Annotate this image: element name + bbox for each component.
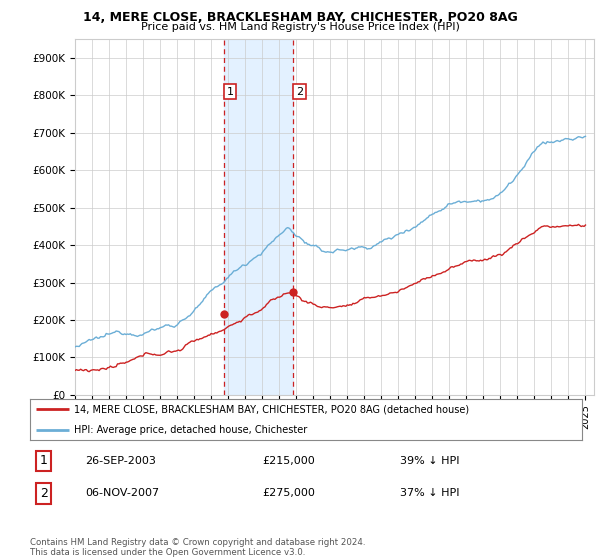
Text: 14, MERE CLOSE, BRACKLESHAM BAY, CHICHESTER, PO20 8AG (detached house): 14, MERE CLOSE, BRACKLESHAM BAY, CHICHES… <box>74 404 469 414</box>
Bar <box>224 39 293 395</box>
Text: Contains HM Land Registry data © Crown copyright and database right 2024.
This d: Contains HM Land Registry data © Crown c… <box>30 538 365 557</box>
Text: 2: 2 <box>40 487 48 500</box>
Text: 26-SEP-2003: 26-SEP-2003 <box>85 456 156 466</box>
Text: 06-NOV-2007: 06-NOV-2007 <box>85 488 160 498</box>
Text: Price paid vs. HM Land Registry's House Price Index (HPI): Price paid vs. HM Land Registry's House … <box>140 22 460 32</box>
Text: 2: 2 <box>296 87 303 97</box>
Text: 39% ↓ HPI: 39% ↓ HPI <box>400 456 460 466</box>
Text: £215,000: £215,000 <box>262 456 314 466</box>
Text: 1: 1 <box>40 454 48 468</box>
Text: 1: 1 <box>226 87 233 97</box>
Text: £275,000: £275,000 <box>262 488 315 498</box>
Text: 37% ↓ HPI: 37% ↓ HPI <box>400 488 460 498</box>
Text: HPI: Average price, detached house, Chichester: HPI: Average price, detached house, Chic… <box>74 424 307 435</box>
Text: 14, MERE CLOSE, BRACKLESHAM BAY, CHICHESTER, PO20 8AG: 14, MERE CLOSE, BRACKLESHAM BAY, CHICHES… <box>83 11 517 24</box>
